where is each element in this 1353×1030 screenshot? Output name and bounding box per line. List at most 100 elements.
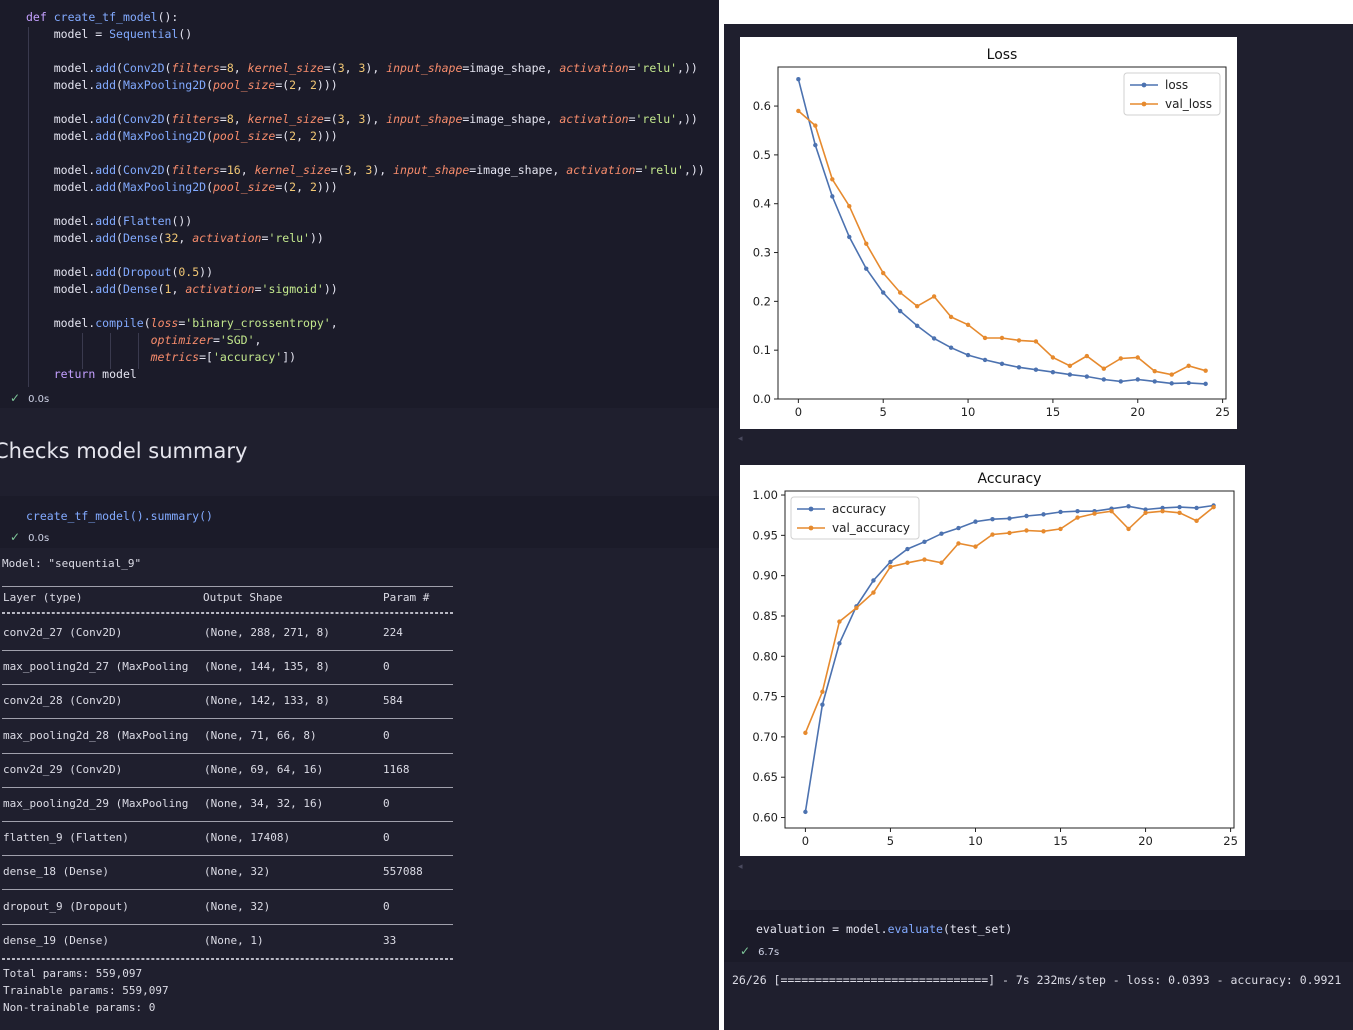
divider bbox=[2, 786, 453, 788]
legend-label-accuracy: accuracy bbox=[832, 502, 886, 516]
data-point-val_loss bbox=[982, 335, 988, 341]
data-point-val_loss bbox=[931, 294, 937, 299]
data-point-loss bbox=[830, 194, 835, 199]
param-count: 584 bbox=[383, 694, 403, 708]
output-shape: (None, 144, 135, 8) bbox=[204, 660, 330, 674]
data-point-loss bbox=[796, 77, 801, 82]
data-point-accuracy bbox=[1194, 505, 1199, 511]
output-shape: (None, 142, 133, 8) bbox=[204, 694, 330, 708]
data-point-accuracy bbox=[990, 517, 995, 522]
code-cell-create-model[interactable]: def create_tf_model(): model = Sequentia… bbox=[0, 0, 719, 408]
data-point-accuracy bbox=[1024, 513, 1029, 519]
output-shape: (None, 34, 32, 16) bbox=[204, 797, 324, 810]
data-point-loss bbox=[1169, 381, 1174, 386]
param-count: 557088 bbox=[383, 865, 423, 879]
layer-name: dropout_9 (Dropout) bbox=[3, 899, 129, 913]
code-line: model.add(Dense(1, activation='sigmoid')… bbox=[26, 282, 338, 296]
code-editor[interactable]: evaluation = model.evaluate(test_set) bbox=[756, 922, 1012, 936]
divider bbox=[2, 684, 453, 686]
exec-time: 0.0s bbox=[28, 533, 50, 544]
loss-chart-svg: Loss 0 5 10 15 20 25 0.0 0.1 0.2 0.3 0.4 0.5 0.6 loss v… bbox=[753, 47, 1230, 419]
data-point-val_accuracy bbox=[905, 560, 910, 565]
layer-name: max_pooling2d_27 (MaxPooling bbox=[3, 660, 189, 674]
data-point-val_loss bbox=[1152, 368, 1157, 374]
data-point-loss bbox=[1135, 377, 1140, 382]
chart-title: Loss bbox=[987, 47, 1018, 63]
code-line: return model bbox=[53, 367, 137, 381]
series-line-val_loss bbox=[797, 110, 1206, 376]
data-point-loss bbox=[1033, 367, 1039, 372]
output-shape: (None, 69, 64, 16) bbox=[204, 762, 324, 776]
divider bbox=[2, 923, 453, 925]
data-point-val_loss bbox=[1050, 355, 1056, 360]
indent-guide bbox=[82, 333, 83, 369]
data-point-accuracy bbox=[922, 539, 927, 544]
data-point-val_accuracy bbox=[1041, 529, 1046, 534]
trainable-params: Trainable params: 559,097 bbox=[3, 984, 169, 997]
code-line bbox=[26, 298, 705, 315]
code-line: model.add(MaxPooling2D(pool_size=(2, 2))… bbox=[26, 180, 338, 194]
data-point-val_loss bbox=[1186, 363, 1191, 368]
code-line: model = Sequential() bbox=[26, 27, 193, 41]
plot-frame bbox=[784, 490, 1235, 829]
data-point-val_accuracy bbox=[837, 619, 842, 624]
data-point-val_loss bbox=[897, 290, 903, 295]
data-point-loss bbox=[1152, 379, 1157, 384]
code-cell-summary[interactable]: create_tf_model().summary() ✓ 0.0s bbox=[0, 496, 719, 548]
double-divider bbox=[2, 612, 453, 614]
data-point-accuracy bbox=[888, 559, 893, 565]
data-point-loss bbox=[864, 266, 869, 271]
y-tick-label: 0.65 bbox=[752, 770, 778, 784]
data-point-val_accuracy bbox=[1075, 515, 1080, 520]
data-point-loss bbox=[1016, 365, 1022, 370]
data-point-loss bbox=[881, 290, 886, 295]
y-tick-label: 0.75 bbox=[752, 690, 778, 704]
data-point-accuracy bbox=[1007, 516, 1012, 521]
output-shape: (None, 17408) bbox=[204, 831, 291, 845]
data-point-accuracy bbox=[939, 531, 944, 536]
check-icon: ✓ bbox=[740, 944, 751, 958]
divider bbox=[2, 889, 453, 891]
x-tick-label: 0 bbox=[795, 405, 802, 419]
y-tick-label: 0.5 bbox=[753, 148, 771, 162]
param-count: 224 bbox=[383, 626, 403, 639]
scroll-left-icon[interactable]: ◂ bbox=[738, 862, 743, 872]
x-tick-label: 5 bbox=[887, 834, 894, 848]
code-line: evaluation = model.evaluate(test_set) bbox=[756, 922, 1013, 936]
data-point-accuracy bbox=[1143, 507, 1148, 512]
data-point-accuracy bbox=[1075, 508, 1080, 514]
x-tick-label: 25 bbox=[1223, 834, 1238, 848]
check-icon: ✓ bbox=[10, 530, 21, 544]
data-point-val_accuracy bbox=[1109, 508, 1114, 514]
legend-marker-val_loss bbox=[1141, 101, 1147, 107]
layer-name: conv2d_27 (Conv2D) bbox=[3, 626, 123, 639]
exec-time: 6.7s bbox=[758, 947, 780, 958]
data-point-loss bbox=[1118, 379, 1123, 384]
divider bbox=[2, 586, 453, 587]
data-point-val_loss bbox=[1016, 338, 1022, 343]
data-point-val_loss bbox=[1203, 368, 1208, 373]
code-editor[interactable]: create_tf_model().summary() bbox=[26, 508, 213, 525]
y-tick-label: 0.60 bbox=[752, 811, 778, 825]
data-point-val_accuracy bbox=[1160, 508, 1165, 514]
data-point-val_loss bbox=[864, 241, 869, 246]
legend-marker-val_accuracy bbox=[808, 525, 814, 531]
non-trainable-params: Non-trainable params: 0 bbox=[3, 1001, 156, 1014]
data-point-loss bbox=[1050, 369, 1056, 375]
exec-status: ✓ 6.7s bbox=[740, 944, 779, 958]
data-point-val_accuracy bbox=[1143, 510, 1148, 515]
data-point-val_loss bbox=[948, 314, 954, 320]
data-point-val_loss bbox=[813, 123, 818, 128]
param-count: 0 bbox=[383, 660, 390, 674]
data-point-val_accuracy bbox=[1126, 526, 1131, 532]
data-point-accuracy bbox=[1126, 504, 1131, 509]
x-tick-label: 20 bbox=[1130, 405, 1145, 419]
markdown-cell[interactable]: Checks model summary bbox=[0, 409, 719, 495]
x-tick-label: 15 bbox=[1053, 834, 1068, 848]
code-cell-evaluate[interactable]: evaluation = model.evaluate(test_set) ✓ 6… bbox=[724, 910, 1353, 962]
scroll-left-icon[interactable]: ◂ bbox=[738, 434, 743, 444]
code-editor[interactable]: def create_tf_model(): model = Sequentia… bbox=[26, 9, 705, 383]
exec-status: ✓ 0.0s bbox=[10, 530, 49, 544]
legend-label-val_loss: val_loss bbox=[1165, 97, 1212, 111]
code-line: model.compile(loss='binary_crossentropy'… bbox=[26, 316, 338, 330]
